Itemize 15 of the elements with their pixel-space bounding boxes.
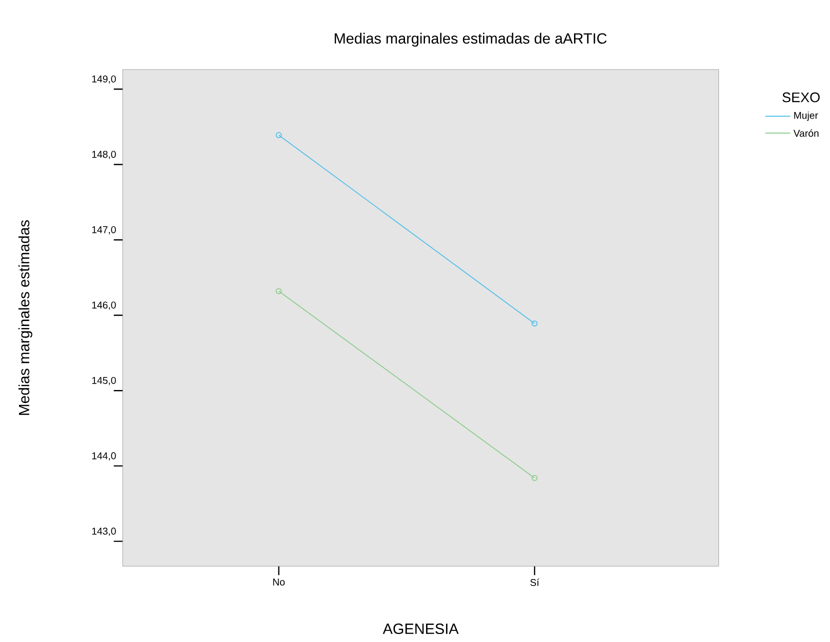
legend-label: Varón <box>793 130 818 137</box>
y-tick-label: 147,0 <box>92 226 116 235</box>
x-axis-title: AGENESIA <box>382 624 459 634</box>
legend-label: Mujer <box>794 112 818 121</box>
y-tick-label: 146,0 <box>92 302 116 310</box>
y-axis-title: Medias marginales estimadas <box>18 220 32 415</box>
x-tick-label: No <box>273 578 285 586</box>
legend-title: SEXO <box>782 92 820 102</box>
y-tick-label: 143,0 <box>92 528 116 536</box>
chart-title: Medias marginales estimadas de aARTIC <box>334 32 607 47</box>
x-tick-label: Sí <box>530 578 540 586</box>
y-tick-label: 145,0 <box>92 377 116 386</box>
y-tick-label: 144,0 <box>92 452 116 461</box>
y-tick-label: 148,0 <box>92 150 116 160</box>
y-tick-label: 149,0 <box>92 76 116 84</box>
